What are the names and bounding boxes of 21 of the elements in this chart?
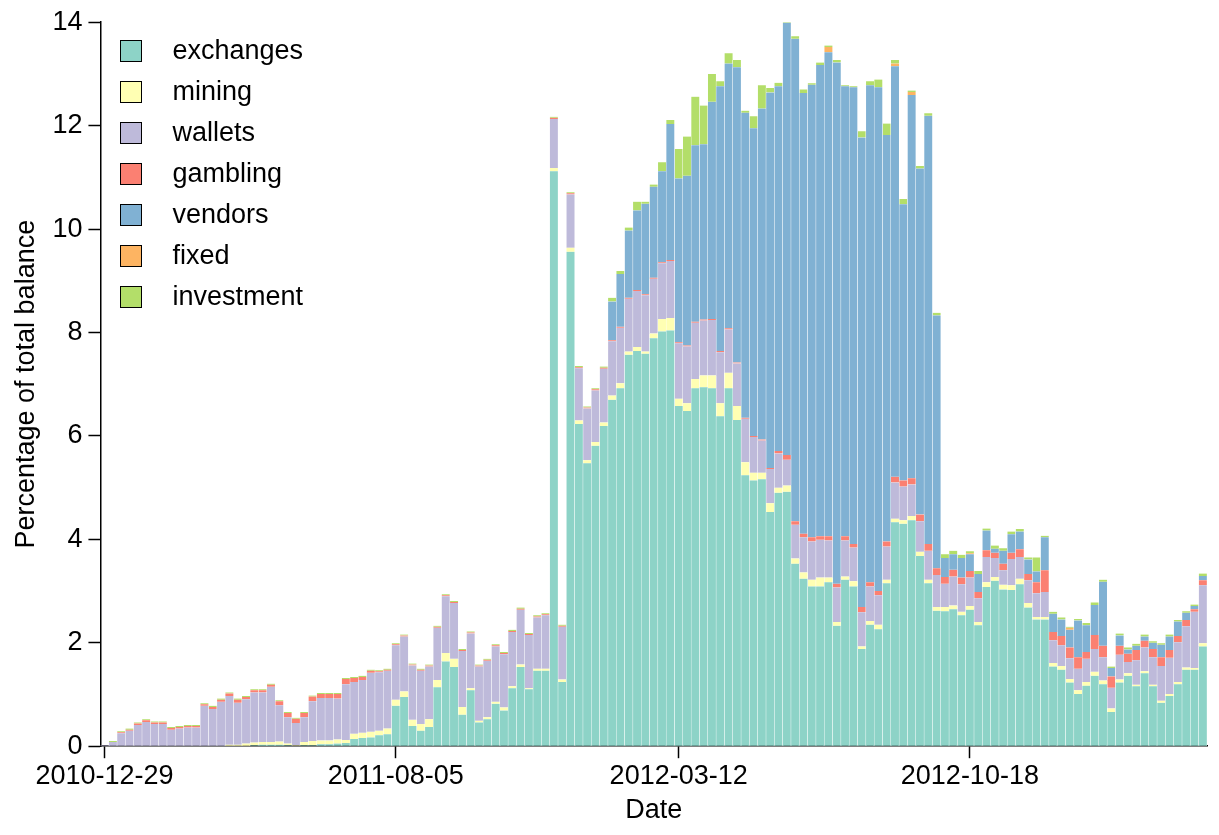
legend-label: fixed [172,240,230,271]
y-tick-label: 14 [52,5,83,36]
x-tick-label: 2011-08-05 [327,759,464,790]
y-tick-label: 10 [52,212,83,243]
y-tick-label: 6 [67,419,83,450]
legend-label: investment [172,281,303,312]
x-tick-label: 2012-03-12 [609,759,748,790]
y-tick-label: 12 [52,109,83,140]
legend-label: wallets [172,117,255,148]
y-tick-label: 4 [67,522,83,553]
x-tick-label: 2012-10-18 [900,759,1039,790]
legend-label: gambling [172,158,282,189]
y-axis-title: Percentage of total balance [9,219,40,549]
x-axis-title: Date [625,794,683,825]
legend-label: exchanges [172,35,304,66]
y-tick-label: 0 [67,729,83,760]
x-tick-label: 2010-12-29 [35,759,174,790]
y-tick-label: 2 [67,626,83,657]
y-tick-label: 8 [67,315,83,346]
legend-label: mining [172,76,252,107]
legend-label: vendors [172,199,269,230]
